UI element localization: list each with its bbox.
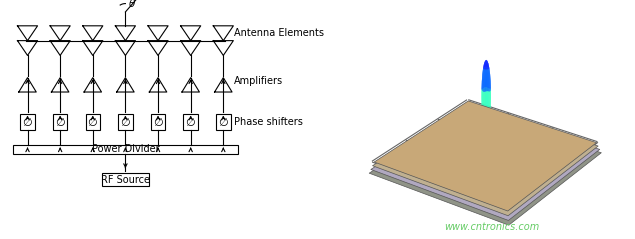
Bar [118,114,133,130]
Text: www.cntronics.com: www.cntronics.com [444,222,540,232]
Text: $\emptyset$: $\emptyset$ [152,116,163,128]
Text: $\emptyset$: $\emptyset$ [88,116,98,128]
Bar [13,145,238,154]
Text: $\theta$: $\theta$ [128,0,136,9]
Text: Power Divider: Power Divider [91,144,159,154]
Bar [86,114,100,130]
Bar [53,114,67,130]
Text: $\emptyset$: $\emptyset$ [218,116,229,128]
Text: $\emptyset$: $\emptyset$ [185,116,196,128]
Text: $\emptyset$: $\emptyset$ [22,116,33,128]
Bar [20,114,35,130]
Text: RF Source: RF Source [101,175,150,185]
Text: Phase shifters: Phase shifters [234,117,303,127]
Text: Antenna Elements: Antenna Elements [234,28,324,38]
Bar [102,173,149,186]
Bar [184,114,198,130]
Text: Amplifiers: Amplifiers [234,76,283,86]
Bar [216,114,231,130]
Bar [150,114,165,130]
Text: $\emptyset$: $\emptyset$ [120,116,131,128]
Text: $\emptyset$: $\emptyset$ [55,116,65,128]
